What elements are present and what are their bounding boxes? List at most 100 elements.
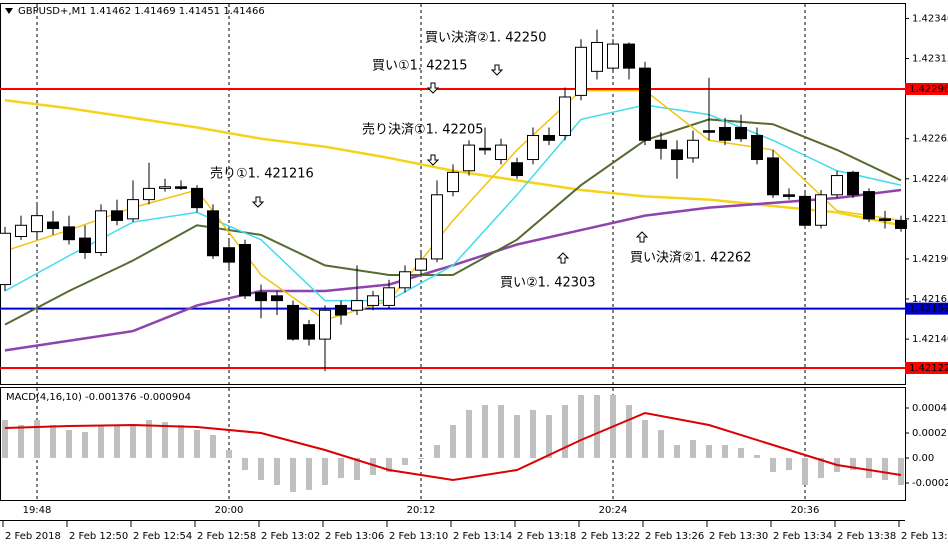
macd-bar [226,450,232,458]
candle-body [47,221,59,229]
macd-panel: 0.0004 0.0002 0.00 -0.0002 MACD(4,16,10) -0.… [2,392,948,492]
macd-bar [546,415,552,458]
main-panel-frame [0,3,906,385]
trade-annotation: 買い②1. 42303 [500,276,596,291]
candle-body [111,210,123,221]
candle-body [559,96,571,136]
moving-average [4,118,902,326]
candle-body [527,134,539,161]
candle-body [879,218,891,221]
date-label: 2 Feb 13:06 [325,531,384,542]
candle-body [159,186,171,189]
candle-body [735,126,747,140]
trade-annotation: 買い決済②1. 42262 [630,250,752,266]
date-label: 2 Feb 12:50 [69,531,128,542]
y-tick-label: 0.00 [912,453,934,464]
candle-body [95,210,107,254]
candle-body [495,144,507,161]
macd-bar [322,458,328,485]
macd-bar [562,405,568,458]
macd-bar [274,458,280,485]
candle-body [751,134,763,161]
time-label: 19:48 [23,505,52,516]
symbol-icon [5,8,13,14]
y-tick-label: 1.42165 [912,294,948,305]
macd-bar [786,458,792,470]
candle-body [287,304,299,340]
candle-body [143,187,155,201]
candle-body [207,210,219,257]
candle-body [655,139,667,149]
macd-bar [722,445,728,458]
candle-body [191,187,203,209]
date-label: 2 Feb 13:34 [773,531,832,542]
candle-body [687,139,699,159]
macd-bar [882,458,888,480]
candle-body [511,162,523,177]
date-label: 2 Feb 2018 [5,531,61,542]
down-arrow [426,82,440,94]
macd-bar [626,405,632,458]
macd-bar [146,420,152,458]
candle-body [367,295,379,306]
time-label: 20:24 [599,505,628,516]
y-tick-label: -0.0002 [912,478,948,489]
candle-body [431,194,443,260]
macd-bar [258,458,264,480]
candle-body [239,244,251,297]
y-tick-label: 1.42315 [912,54,948,65]
macd-bar [898,458,904,485]
macd-panel-frame [0,387,906,501]
candle-body [719,126,731,141]
macd-bar [98,425,104,458]
candle-body [799,195,811,226]
price-label-box [905,82,948,95]
up-arrow [556,252,570,264]
date-label: 2 Feb 12:54 [133,531,192,542]
candle-body [447,171,459,193]
macd-bar [242,458,248,470]
macd-bar [690,440,696,458]
y-tick-label: 1.42215 [912,214,948,225]
candle-body [31,215,43,233]
macd-bar [338,458,344,478]
candle-body [271,295,283,302]
macd-bar [818,458,824,478]
candle-body [863,191,875,220]
down-arrow [490,64,504,76]
date-label: 2 Feb 13:26 [645,531,704,542]
macd-bar [194,430,200,458]
macd-bar [450,425,456,458]
macd-bar [178,425,184,458]
price-label: 1.42159 [909,304,948,315]
price-label: 1.42296 [909,84,948,95]
trade-annotation: 売り①1. 421216 [210,166,314,182]
macd-bar [514,415,520,458]
candle-body [63,226,75,241]
macd-bar [34,420,40,458]
macd-bar [498,405,504,458]
signal-line [4,411,902,482]
candle-body [175,186,187,189]
candle-body [703,130,715,133]
date-label: 2 Feb 13:42 [901,531,948,542]
macd-bar [418,458,424,459]
macd-bar [466,410,472,458]
candle-body [463,144,475,172]
candle-body [351,300,363,311]
macd-bar [642,420,648,458]
macd-bar [386,458,392,472]
date-label: 2 Feb 12:58 [197,531,256,542]
candle-body [895,219,907,229]
candle-body [303,324,315,340]
main-panel: 1.42340 1.42315 1.42265 1.42240 1.42215 1.421… [0,13,948,374]
macd-bar [434,445,440,458]
candle-body [399,271,411,289]
y-tick-label: 0.0002 [912,428,947,439]
date-label: 2 Feb 13:02 [261,531,320,542]
candle-body [15,224,27,237]
time-label: 20:00 [215,505,244,516]
candle-body [671,149,683,161]
macd-bar [2,420,8,458]
